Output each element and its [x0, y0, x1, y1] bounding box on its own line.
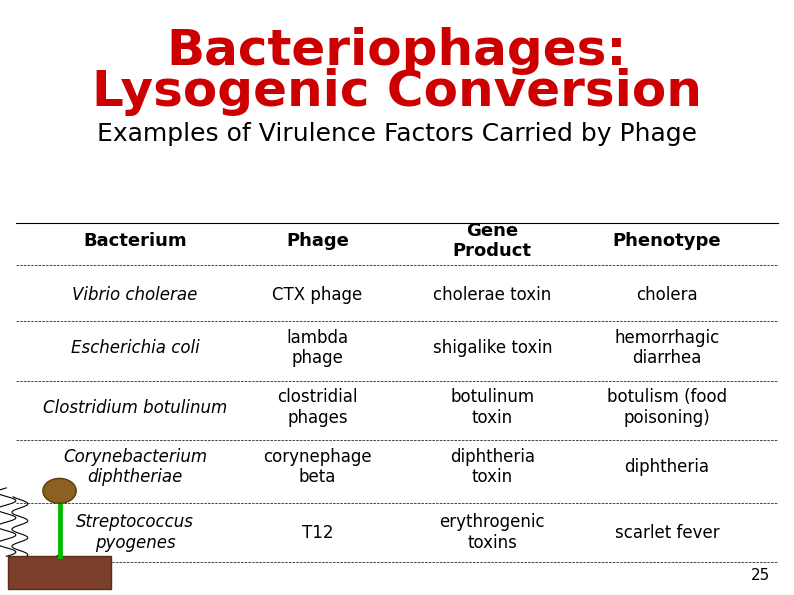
- Text: lambda
phage: lambda phage: [287, 328, 349, 368]
- Text: Phenotype: Phenotype: [613, 232, 721, 250]
- Text: hemorrhagic
diarrhea: hemorrhagic diarrhea: [615, 328, 719, 368]
- Text: cholerae toxin: cholerae toxin: [434, 286, 551, 303]
- Text: Streptococcus
pyogenes: Streptococcus pyogenes: [76, 513, 194, 552]
- Text: CTX phage: CTX phage: [272, 286, 363, 303]
- Text: scarlet fever: scarlet fever: [615, 524, 719, 541]
- Text: Bacteriophages:: Bacteriophages:: [167, 27, 627, 74]
- FancyBboxPatch shape: [8, 556, 111, 589]
- Text: diphtheria
toxin: diphtheria toxin: [449, 447, 535, 487]
- Text: erythrogenic
toxins: erythrogenic toxins: [439, 513, 545, 552]
- Text: T12: T12: [302, 524, 333, 541]
- Text: cholera: cholera: [636, 286, 698, 303]
- Text: botulinum
toxin: botulinum toxin: [450, 388, 534, 427]
- Text: Vibrio cholerae: Vibrio cholerae: [72, 286, 198, 303]
- Text: Escherichia coli: Escherichia coli: [71, 339, 199, 357]
- Text: clostridial
phages: clostridial phages: [277, 388, 358, 427]
- Text: 25: 25: [751, 568, 770, 583]
- Text: botulism (food
poisoning): botulism (food poisoning): [607, 388, 727, 427]
- Text: Bacterium: Bacterium: [83, 232, 187, 250]
- Ellipse shape: [43, 478, 76, 503]
- Text: Gene
Product: Gene Product: [453, 221, 532, 261]
- Text: Corynebacterium
diphtheriae: Corynebacterium diphtheriae: [63, 447, 207, 487]
- Text: Clostridium botulinum: Clostridium botulinum: [43, 399, 227, 416]
- Text: Phage: Phage: [286, 232, 349, 250]
- Text: shigalike toxin: shigalike toxin: [433, 339, 552, 357]
- Text: diphtheria: diphtheria: [624, 458, 710, 476]
- Text: Examples of Virulence Factors Carried by Phage: Examples of Virulence Factors Carried by…: [97, 122, 697, 146]
- Text: corynephage
beta: corynephage beta: [264, 447, 372, 487]
- Text: Lysogenic Conversion: Lysogenic Conversion: [92, 68, 702, 116]
